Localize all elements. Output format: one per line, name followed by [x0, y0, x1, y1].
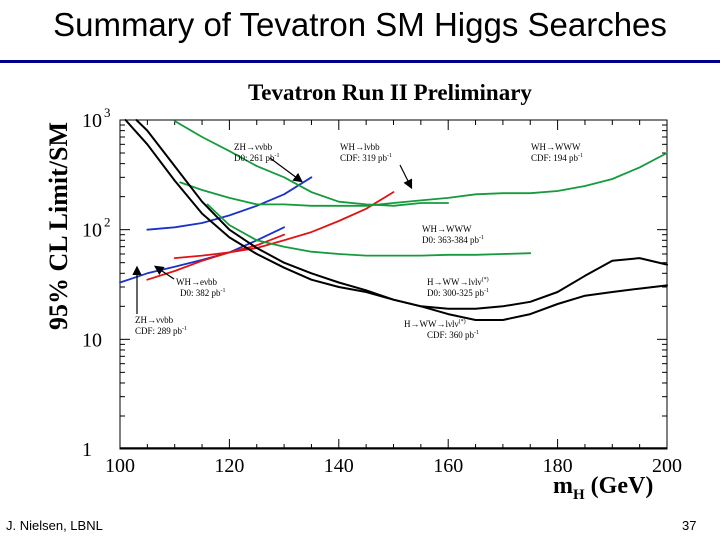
footer-author: J. Nielsen, LBNL [6, 518, 103, 533]
arrow-wh-evbb-d0 [154, 265, 175, 280]
y-tick-label: 1 [82, 439, 92, 461]
title-rule [0, 60, 720, 63]
annotation-hww-d0: H→WW→lνlν(*) D0: 300-325 pb-1 [427, 276, 489, 298]
x-tick-label: 180 [543, 455, 573, 477]
annotation-zh-cdf: ZH→ννbb CDF: 289 pb-1 [135, 315, 187, 336]
series-line-3 [173, 191, 395, 260]
arrow-zh-d0 [269, 157, 303, 183]
x-tick-label: 160 [433, 455, 463, 477]
chart-title: Tevatron Run II Preliminary [248, 80, 532, 105]
series-line-4 [173, 120, 450, 207]
arrow-wh-lvbb-cdf [399, 164, 413, 190]
x-tick-label: 100 [105, 455, 135, 477]
y-tick-label: 10 2 [82, 215, 111, 242]
annotation-wh-lvbb-cdf: WH→lνbb CDF: 319 pb-1 [340, 142, 392, 163]
x-tick-label: 200 [652, 455, 682, 477]
series-line-8 [135, 119, 668, 321]
annotation-zh-d0: ZH→ννbb D0: 261 pb-1 [234, 142, 280, 163]
series-line-1 [146, 176, 313, 231]
x-axis-label: mH (GeV) [553, 473, 654, 503]
series-line-6 [206, 203, 532, 257]
y-tick-label: 10 [82, 329, 102, 351]
series-line-5 [179, 152, 668, 207]
annotation-hww-cdf: H→WW→lνlν(*) CDF: 360 pb-1 [404, 318, 479, 340]
x-tick-label: 140 [324, 455, 354, 477]
x-tick-label: 120 [214, 455, 244, 477]
annotation-wh-evbb-d0: WH→eνbb D0: 382 pb-1 [176, 277, 226, 298]
annotation-wh-www-cdf: WH→WWW CDF: 194 pb-1 [531, 142, 583, 163]
y-tick-label: 10 3 [82, 105, 111, 132]
page-number: 37 [682, 518, 697, 533]
annotation-wh-www-d0: WH→WWW D0: 363-384 pb-1 [422, 224, 484, 245]
series-line-2 [146, 233, 286, 281]
slide-title: Summary of Tevatron SM Higgs Searches [53, 6, 667, 43]
